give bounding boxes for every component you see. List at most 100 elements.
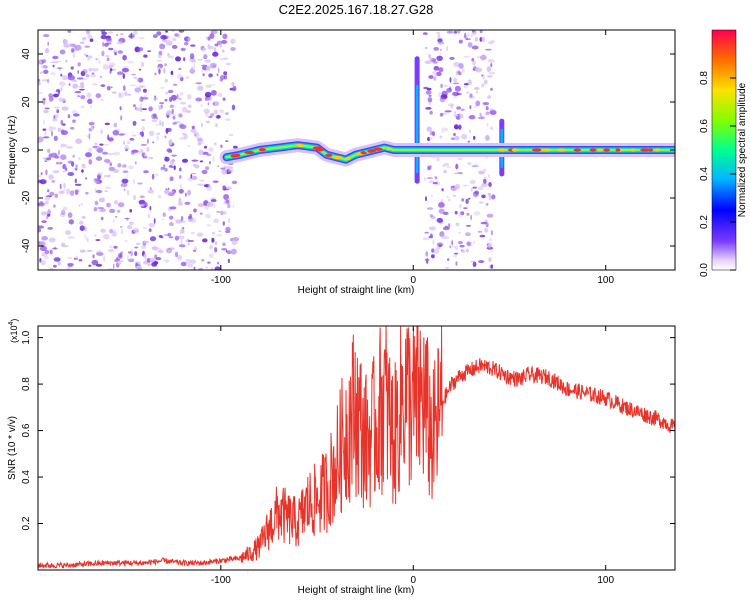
noise-point — [151, 246, 159, 251]
noise-point — [481, 36, 486, 42]
trace-hotspot — [511, 148, 519, 152]
noise-point — [177, 235, 185, 240]
noise-point — [474, 190, 479, 195]
noise-point — [43, 34, 50, 38]
spectrogram-plot-area — [38, 30, 675, 270]
noise-point — [428, 235, 434, 239]
noise-point — [71, 79, 78, 82]
noise-point — [110, 86, 113, 89]
noise-point — [137, 50, 141, 53]
noise-point — [215, 123, 218, 128]
noise-point — [57, 127, 61, 132]
noise-point — [214, 247, 218, 253]
noise-point — [424, 258, 430, 261]
noise-point — [213, 142, 217, 146]
noise-point — [490, 230, 493, 236]
noise-point — [444, 110, 452, 113]
noise-point — [223, 211, 227, 215]
noise-point — [108, 47, 114, 51]
noise-point — [443, 170, 446, 174]
noise-point — [431, 131, 436, 137]
noise-point — [168, 247, 176, 251]
noise-point — [431, 248, 435, 253]
noise-point — [148, 130, 155, 137]
noise-point — [138, 68, 142, 71]
noise-point — [186, 110, 191, 113]
noise-point — [44, 107, 50, 110]
noise-point — [100, 129, 103, 135]
noise-point — [56, 109, 59, 114]
noise-point — [193, 208, 197, 213]
y-tick-label: 0.4 — [21, 470, 32, 484]
noise-point — [147, 189, 154, 194]
noise-point — [42, 241, 46, 246]
noise-point — [168, 89, 174, 94]
noise-point — [466, 241, 473, 247]
noise-point — [432, 61, 438, 64]
noise-point — [439, 48, 442, 52]
noise-point — [456, 172, 464, 175]
noise-point — [74, 44, 82, 51]
noise-point — [58, 97, 66, 103]
noise-point — [100, 228, 106, 233]
noise-point — [49, 267, 54, 270]
noise-point — [42, 98, 46, 101]
noise-point — [41, 236, 48, 241]
noise-point — [191, 231, 195, 235]
noise-point — [71, 110, 78, 115]
noise-point — [112, 130, 120, 136]
noise-point — [491, 194, 496, 200]
noise-point — [190, 128, 197, 133]
noise-point — [52, 61, 58, 64]
noise-point — [422, 32, 428, 35]
noise-point — [206, 224, 212, 227]
spectrogram-panel: -100 0 100 -40 -20 0 20 40 Height of straight … — [7, 29, 676, 296]
noise-point — [184, 158, 187, 161]
noise-point — [483, 178, 487, 184]
noise-point — [454, 111, 457, 114]
noise-point — [209, 62, 217, 69]
noise-point — [226, 166, 233, 169]
noise-point — [463, 207, 468, 210]
noise-point — [122, 54, 127, 61]
noise-point — [233, 145, 238, 149]
noise-point — [69, 43, 76, 47]
noise-point — [217, 261, 219, 265]
noise-point — [187, 216, 194, 222]
noise-point — [453, 133, 456, 136]
noise-point — [453, 61, 460, 68]
noise-point — [45, 169, 48, 176]
noise-point — [473, 65, 477, 70]
noise-point — [57, 261, 61, 266]
noise-point — [106, 86, 111, 91]
noise-point — [61, 106, 69, 111]
noise-point — [161, 121, 164, 127]
noise-point — [174, 235, 179, 241]
noise-point — [127, 251, 132, 254]
noise-point — [110, 68, 113, 72]
noise-point — [140, 61, 145, 68]
noise-point — [439, 96, 446, 103]
noise-point — [77, 62, 81, 67]
noise-point — [195, 97, 203, 102]
noise-point — [457, 70, 460, 74]
colorbar-tick-label: 0.2 — [699, 215, 710, 229]
noise-point — [88, 264, 92, 267]
noise-point — [438, 202, 445, 208]
noise-point — [81, 105, 84, 108]
noise-point — [455, 261, 458, 266]
noise-point — [75, 255, 78, 259]
noise-point — [86, 250, 93, 252]
noise-point — [478, 170, 485, 175]
noise-point — [78, 204, 81, 207]
noise-point — [108, 31, 114, 34]
noise-point — [433, 248, 440, 254]
noise-point — [210, 267, 214, 270]
noise-point — [97, 207, 105, 209]
noise-point — [58, 190, 65, 195]
noise-point — [428, 226, 437, 231]
colorbar-tick-label: 0.8 — [699, 71, 710, 85]
noise-point — [174, 251, 179, 258]
noise-point — [54, 193, 59, 199]
noise-point — [468, 115, 476, 120]
